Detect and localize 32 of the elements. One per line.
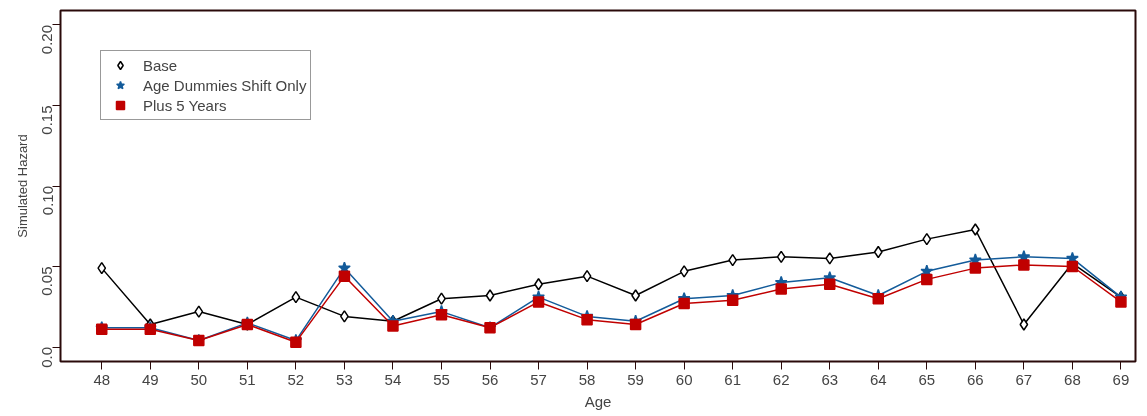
x-tick-label: 55 [433,370,450,388]
x-tick-label: 69 [1112,370,1130,388]
y-tick-label: 0.20 [38,24,56,55]
x-tick-label: 58 [578,370,596,388]
x-tick-label: 56 [481,370,499,388]
y-tick-label: 0.05 [38,266,56,296]
y-axis-title: Simulated Hazard [14,134,30,238]
x-tick-label: 65 [918,370,936,388]
x-tick-label: 49 [141,370,159,388]
x-tick-label: 61 [724,370,742,388]
x-tick-label: 50 [190,370,208,388]
y-tick-label: 0.15 [38,105,56,135]
legend-label: Age Dummies Shift Only [143,76,307,94]
x-tick-label: 64 [869,370,887,388]
x-tick-label: 48 [93,370,111,388]
legend-label: Plus 5 Years [143,96,227,114]
x-tick-label: 57 [530,370,547,388]
y-tick-label: 0.10 [38,185,56,216]
x-tick-label: 54 [384,370,402,388]
x-tick-label: 68 [1064,370,1081,388]
x-tick-label: 59 [627,370,644,388]
legend-label: Base [143,56,178,74]
x-tick-label: 52 [287,370,305,388]
x-tick-label: 63 [821,370,839,388]
x-tick-label: 53 [336,370,353,388]
x-tick-label: 66 [967,370,984,388]
x-axis-title: Age [584,392,612,410]
x-tick-label: 51 [239,370,256,388]
x-tick-label: 67 [1015,370,1033,388]
x-tick-label: 60 [675,370,693,388]
y-tick-label: 0.0 [38,347,56,368]
x-tick-label: 62 [772,370,790,388]
